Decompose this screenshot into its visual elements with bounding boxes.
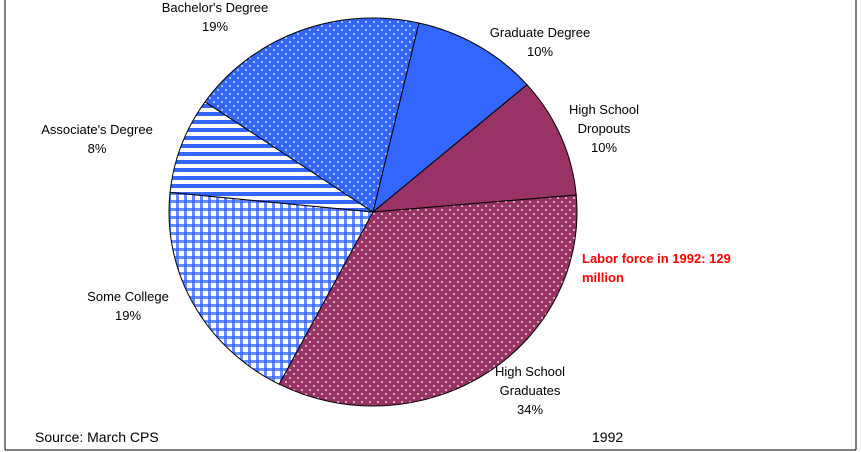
category-label: High School Dropouts: [568, 102, 640, 136]
slice-label: Bachelor's Degree 19%: [145, 0, 285, 36]
category-label: Graduate Degree: [489, 25, 591, 40]
pie-slice: [168, 191, 374, 385]
slice-label: Associate's Degree 8%: [27, 120, 167, 158]
value-label: 10%: [590, 140, 618, 155]
annotation: Labor force in 1992: 129 million: [582, 251, 731, 285]
slice-label: Some College 19%: [58, 287, 198, 325]
value-label: 19%: [114, 308, 142, 323]
value-label: 10%: [526, 44, 554, 59]
year: 1992: [592, 429, 624, 445]
value-label: 8%: [87, 141, 107, 156]
category-label: Bachelor's Degree: [161, 0, 269, 15]
slice-label: High School Dropouts 10%: [554, 100, 654, 157]
value-label: 19%: [201, 19, 229, 34]
source: Source: March CPS: [35, 429, 159, 445]
slice-label: Graduate Degree 10%: [470, 23, 610, 61]
category-label: Some College: [87, 289, 169, 304]
category-label: Associate's Degree: [41, 122, 153, 137]
pie-slice: [371, 84, 577, 213]
pie-slice: [204, 17, 420, 213]
value-label: 34%: [516, 402, 544, 417]
pie-slice: [372, 22, 528, 214]
pie-slice: [169, 101, 374, 213]
slice-label: High School Graduates 34%: [480, 362, 580, 419]
category-label: High School Graduates: [494, 364, 566, 398]
